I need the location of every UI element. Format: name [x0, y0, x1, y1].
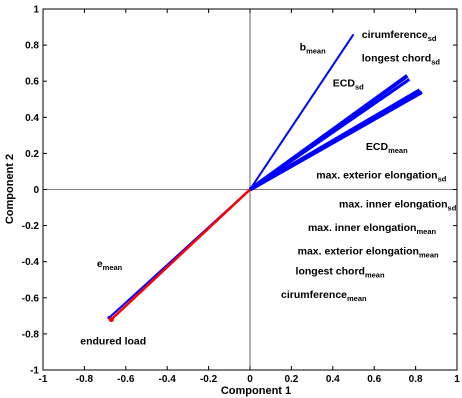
y-tick-label: 0.2	[25, 149, 39, 160]
vector-load	[110, 188, 251, 321]
y-tick-label: -1	[30, 366, 39, 377]
vector-ecd_mean	[248, 88, 421, 192]
labels-layer: Component 1 Component 2	[4, 154, 291, 397]
x-tick-label: -0.8	[76, 374, 94, 385]
annotation-b: bmean	[300, 42, 326, 56]
y-tick-label: -0.8	[22, 329, 40, 340]
y-axis-label: Component 2	[4, 154, 16, 224]
y-tick-label: 0.6	[25, 77, 39, 88]
annotation-circ_sd: cirumferencesd	[362, 29, 437, 43]
x-tick-label: 0.2	[284, 374, 298, 385]
annotations-layer: bmean cirumferencesd longest chordsd ECDsd E…	[80, 29, 456, 348]
y-tick-label: 0.4	[25, 113, 39, 124]
y-tick-label: 0	[33, 185, 39, 196]
y-tick-label: -0.4	[22, 257, 40, 268]
annotation-ext_sd: max. exterior elongationsd	[316, 170, 447, 184]
vector-end-marker-load	[108, 316, 114, 323]
x-tick-label: 0.6	[367, 374, 381, 385]
annotation-ext_mean: max. exterior elongationmean	[298, 245, 439, 259]
annotation-circ_mean: cirumferencemean	[281, 289, 367, 303]
vector-chord_sd	[249, 78, 411, 191]
annotation-ecd_sd: ECDsd	[333, 78, 364, 92]
annotation-inner_sd: max. inner elongationsd	[339, 199, 457, 213]
y-tick-label: -0.6	[22, 293, 40, 304]
annotation-load: endured load	[80, 336, 146, 348]
vectors-layer	[107, 33, 423, 323]
x-axis-label: Component 1	[221, 385, 291, 397]
x-tick-label: -0.6	[117, 374, 135, 385]
annotation-chord_mean: longest chordmean	[296, 265, 385, 279]
annotation-ecd_mean: ECDmean	[366, 141, 408, 155]
annotation-e: emean	[97, 258, 123, 272]
y-tick-label: 1	[33, 5, 39, 16]
y-tick-label: 0.8	[25, 41, 39, 52]
annotation-inner_mean: max. inner elongationmean	[308, 222, 437, 236]
x-tick-label: 0	[247, 374, 253, 385]
x-tick-label: 1	[454, 374, 460, 385]
x-tick-label: 0.8	[409, 374, 423, 385]
x-tick-label: -0.4	[159, 374, 177, 385]
x-tick-label: -0.2	[200, 374, 218, 385]
x-tick-label: 0.4	[326, 374, 340, 385]
axes-layer: -1 -0.8 -0.6 -0.4 -0.2 0 0.2 0.4 0.6 0.8 1 1 0.8 0.6 0…	[22, 5, 460, 386]
y-tick-label: -0.2	[22, 221, 40, 232]
x-tick-label: -1	[39, 374, 48, 385]
vector-b	[249, 33, 355, 191]
annotation-chord_sd: longest chordsd	[362, 52, 441, 66]
